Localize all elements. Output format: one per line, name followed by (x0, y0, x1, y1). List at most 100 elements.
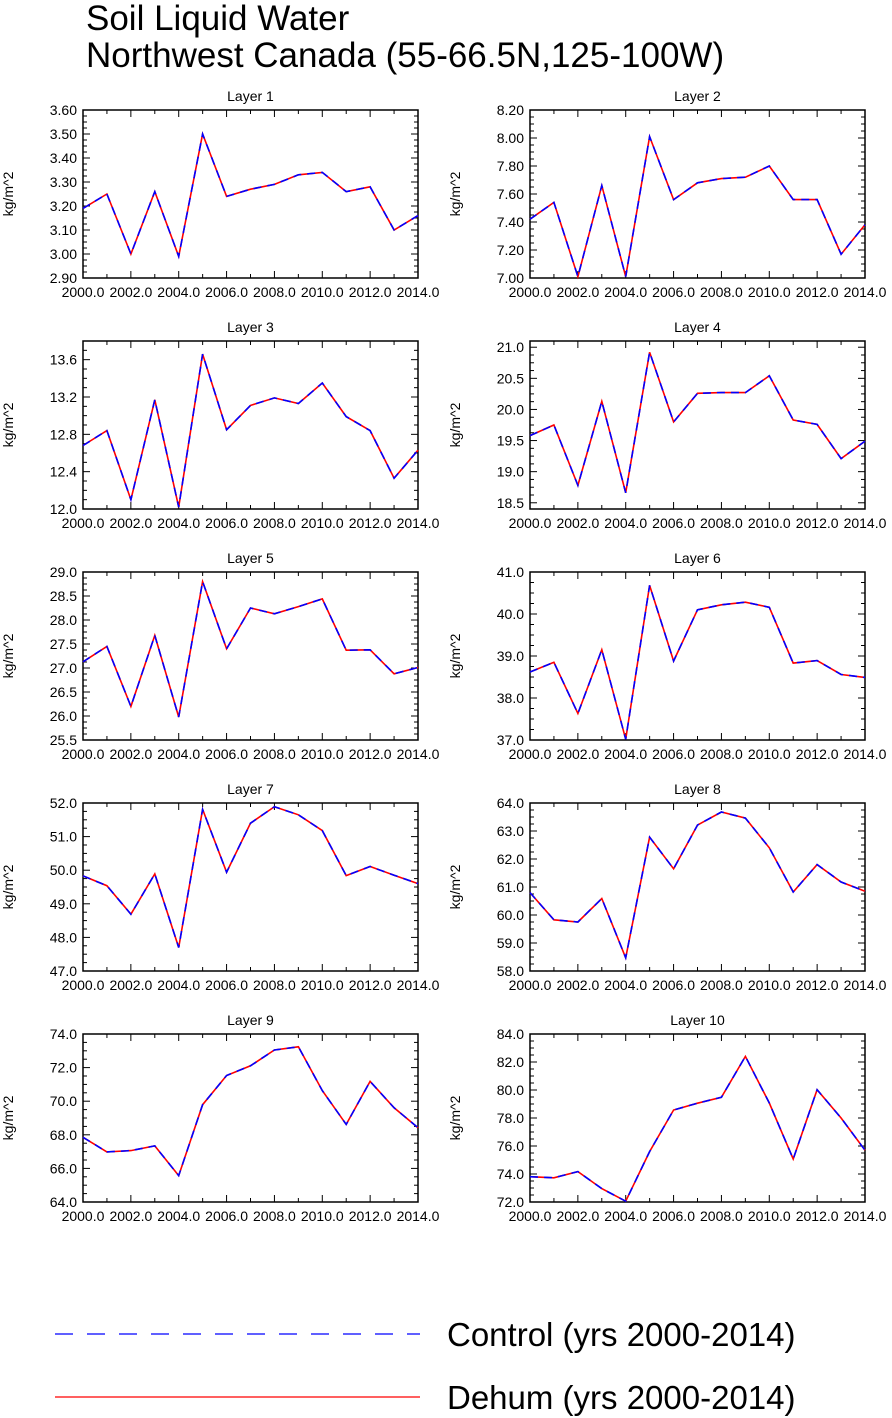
chart-panel-8: Layer 8 kg/m^2 2000.0 2002.0 2004.0 2006.0 200… (447, 781, 887, 993)
series-line-dehum (82, 353, 419, 508)
y-tick-label: 27.5 (50, 636, 77, 652)
chart-panel-3: Layer 3 kg/m^2 2000.0 2002.0 2004.0 2006.0 200… (0, 319, 440, 531)
y-tick-label: 3.60 (50, 102, 77, 118)
x-tick-label: 2008.0 (700, 746, 743, 762)
y-tick-label: 50.0 (50, 862, 77, 878)
y-tick-label: 12.4 (50, 464, 77, 480)
panel-title: Layer 8 (674, 781, 721, 797)
x-tick-label: 2002.0 (109, 284, 152, 300)
panel-title: Layer 9 (227, 1012, 274, 1028)
y-tick-label: 66.0 (50, 1160, 77, 1176)
series-line-control (529, 133, 866, 280)
x-tick-label: 2002.0 (109, 515, 152, 531)
y-tick-label: 20.5 (497, 370, 524, 386)
figure-title: Soil Liquid Water Northwest Canada (55-6… (86, 0, 724, 74)
y-tick-label: 7.00 (497, 270, 524, 286)
y-tick-label: 64.0 (497, 795, 524, 811)
y-axis-label: kg/m^2 (447, 402, 463, 447)
panel-title: Layer 2 (674, 88, 721, 104)
y-tick-label: 37.0 (497, 732, 524, 748)
x-tick-label: 2014.0 (397, 977, 440, 993)
x-tick-label: 2010.0 (301, 746, 344, 762)
y-tick-label: 8.20 (497, 102, 524, 118)
y-tick-label: 40.0 (497, 606, 524, 622)
chart-panel-6: Layer 6 kg/m^2 2000.0 2002.0 2004.0 2006.0 200… (447, 550, 887, 762)
y-tick-label: 72.0 (50, 1060, 77, 1076)
x-tick-label: 2010.0 (748, 977, 791, 993)
x-tick-label: 2002.0 (556, 1208, 599, 1224)
y-tick-label: 13.2 (50, 389, 77, 405)
y-tick-label: 49.0 (50, 896, 77, 912)
legend: Control (yrs 2000-2014) Dehum (yrs 2000-2… (55, 1316, 796, 1416)
y-axis-label: kg/m^2 (0, 1095, 16, 1140)
x-tick-label: 2004.0 (604, 746, 647, 762)
chart-panel-2: Layer 2 kg/m^2 2000.0 2002.0 2004.0 2006.0 200… (447, 88, 887, 300)
series-line-control (529, 1054, 866, 1203)
y-tick-label: 3.00 (50, 246, 77, 262)
y-tick-label: 76.0 (497, 1138, 524, 1154)
y-tick-label: 3.20 (50, 198, 77, 214)
x-tick-label: 2012.0 (796, 515, 839, 531)
y-tick-label: 47.0 (50, 963, 77, 979)
x-tick-label: 2004.0 (604, 284, 647, 300)
y-tick-label: 59.0 (497, 935, 524, 951)
panel-title: Layer 5 (227, 550, 274, 566)
plot-frame (82, 109, 419, 279)
chart-panel-9: Layer 9 kg/m^2 2000.0 2002.0 2004.0 2006.0 200… (0, 1012, 440, 1224)
series-line-dehum (529, 811, 866, 961)
series-line-control (82, 805, 419, 948)
x-tick-label: 2012.0 (349, 1208, 392, 1224)
panel-title: Layer 7 (227, 781, 274, 797)
x-tick-label: 2002.0 (556, 515, 599, 531)
series-line-control (529, 811, 866, 961)
series-line-dehum (529, 1054, 866, 1203)
y-tick-label: 18.5 (497, 495, 524, 511)
x-tick-label: 2004.0 (157, 284, 200, 300)
chart-panel-4: Layer 4 kg/m^2 2000.0 2002.0 2004.0 2006.0 200… (447, 319, 887, 531)
y-axis-label: kg/m^2 (0, 633, 16, 678)
x-tick-label: 2014.0 (844, 746, 887, 762)
y-tick-label: 21.0 (497, 339, 524, 355)
panel-title: Layer 1 (227, 88, 274, 104)
plot-frame (82, 571, 419, 741)
plot-frame (529, 571, 866, 741)
x-tick-label: 2008.0 (253, 284, 296, 300)
series-line-dehum (529, 351, 866, 494)
panel-title: Layer 6 (674, 550, 721, 566)
x-tick-label: 2004.0 (157, 746, 200, 762)
x-tick-label: 2010.0 (748, 515, 791, 531)
y-tick-label: 63.0 (497, 823, 524, 839)
y-tick-label: 8.00 (497, 130, 524, 146)
y-tick-label: 84.0 (497, 1026, 524, 1042)
x-tick-label: 2010.0 (301, 515, 344, 531)
y-tick-label: 61.0 (497, 879, 524, 895)
x-tick-label: 2012.0 (349, 515, 392, 531)
x-tick-label: 2004.0 (604, 977, 647, 993)
x-tick-label: 2008.0 (700, 1208, 743, 1224)
x-tick-label: 2000.0 (62, 977, 105, 993)
x-tick-label: 2010.0 (301, 284, 344, 300)
series-line-dehum (529, 133, 866, 280)
x-tick-label: 2006.0 (652, 1208, 695, 1224)
y-tick-label: 13.6 (50, 352, 77, 368)
y-axis-label: kg/m^2 (447, 864, 463, 909)
y-tick-label: 62.0 (497, 851, 524, 867)
x-tick-label: 2000.0 (509, 515, 552, 531)
x-tick-label: 2000.0 (509, 284, 552, 300)
x-tick-label: 2012.0 (796, 746, 839, 762)
x-tick-label: 2000.0 (62, 746, 105, 762)
y-tick-label: 74.0 (497, 1166, 524, 1182)
series-line-dehum (529, 585, 866, 740)
y-tick-label: 29.0 (50, 564, 77, 580)
plot-frame (529, 1033, 866, 1203)
x-tick-label: 2006.0 (205, 515, 248, 531)
y-tick-label: 41.0 (497, 564, 524, 580)
x-tick-label: 2008.0 (700, 977, 743, 993)
legend-label: Control (yrs 2000-2014) (447, 1316, 796, 1353)
series-line-control (82, 1045, 419, 1178)
x-tick-label: 2002.0 (556, 977, 599, 993)
x-tick-label: 2004.0 (157, 515, 200, 531)
x-tick-label: 2002.0 (109, 977, 152, 993)
x-tick-label: 2002.0 (109, 746, 152, 762)
